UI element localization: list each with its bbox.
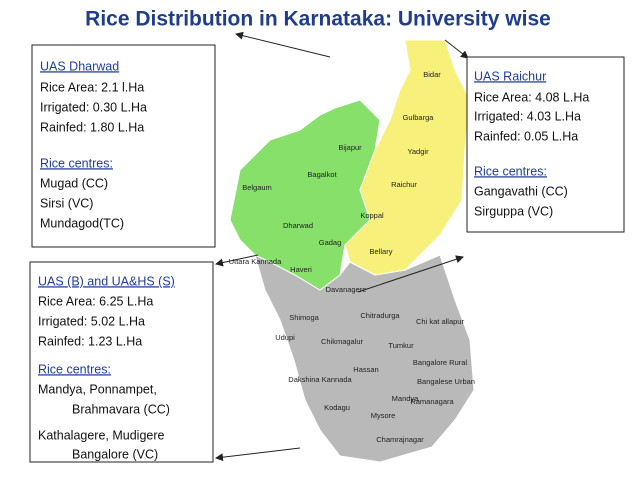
district-label: Bangalese Urban <box>417 377 475 386</box>
arrows <box>215 31 469 462</box>
district-label: Haveri <box>290 265 312 274</box>
box <box>29 261 214 463</box>
box-line: Rainfed: 1.23 L.Ha <box>38 334 142 348</box>
centre: Mugad (CC) <box>40 176 108 190</box>
centres-heading: Rice centres: <box>38 362 111 376</box>
centres-heading: Rice centres: <box>40 156 113 170</box>
box-raichur: UAS Raichur Rice Area: 4.08 L.Ha Irrigat… <box>466 56 625 233</box>
district-label: Gadag <box>319 238 342 247</box>
district-label: Tumkur <box>388 341 414 350</box>
centre: Sirsi (VC) <box>40 196 93 210</box>
district-label: Davanagere <box>326 285 367 294</box>
district-label: Chitradurga <box>360 311 400 320</box>
box-dharwad: UAS Dharwad Rice Area: 2.1 l.Ha Irrigate… <box>31 44 216 248</box>
district-label: Kodagu <box>324 403 350 412</box>
title: Rice Distribution in Karnataka: Universi… <box>85 8 551 31</box>
centres-heading: Rice centres: <box>474 164 547 178</box>
district-label: Chamrajnagar <box>376 435 424 444</box>
district-label: Bangalore Rural <box>413 358 468 367</box>
centre: Gangavathi (CC) <box>474 184 568 198</box>
district-label: Shimoga <box>289 313 319 322</box>
district-label: Bidar <box>423 70 441 79</box>
centre: Kathalagere, Mudigere <box>38 428 165 442</box>
box-heading: UAS Raichur <box>474 69 546 83</box>
district-label: Chi kat allapur <box>416 317 464 326</box>
centre: Mundagod(TC) <box>40 216 124 230</box>
district-label: Uttara Kannada <box>229 257 282 266</box>
district-label: Gulbarga <box>403 113 435 122</box>
district-label: Mandya <box>392 394 420 403</box>
map: Bidar Gulbarga Yadgir Bijapur Bagalkot Raichu… <box>229 39 475 463</box>
district-label: Dakshina Kannada <box>288 375 352 384</box>
box-line: Rainfed: 0.05 L.Ha <box>474 129 578 143</box>
district-label: Koppal <box>360 211 384 220</box>
box-line: Irrigated: 0.30 L.Ha <box>40 100 147 114</box>
box-line: Rice Area: 2.1 l.Ha <box>40 80 144 94</box>
district-label: Chikmagalur <box>321 337 364 346</box>
district-label: Bellary <box>370 247 393 256</box>
centre: Mandya, Ponnampet, <box>38 382 157 396</box>
arrow <box>444 39 469 59</box>
centre: Bangalore (VC) <box>72 447 158 461</box>
box-line: Rice Area: 4.08 L.Ha <box>474 90 589 104</box>
box-bangalore: UAS (B) and UA&HS (S) Rice Area: 6.25 L.… <box>29 261 214 463</box>
arrow <box>357 255 464 293</box>
box-line: Rice Area: 6.25 L.Ha <box>38 294 153 308</box>
district-label: Mysore <box>371 411 396 420</box>
district-label: Belgaum <box>242 183 272 192</box>
district-label: Yadgir <box>407 147 429 156</box>
box-line: Rainfed: 1.80 L.Ha <box>40 120 144 134</box>
district-label: Hassan <box>353 365 378 374</box>
district-label: Bagalkot <box>307 170 337 179</box>
district-label: Udupi <box>275 333 295 342</box>
centre: Brahmavara (CC) <box>72 402 170 416</box>
box-line: Irrigated: 4.03 L.Ha <box>474 109 581 123</box>
district-label: Ramanagara <box>410 397 454 406</box>
box <box>31 44 216 248</box>
arrow <box>215 254 259 267</box>
box-line: Irrigated: 5.02 L.Ha <box>38 314 145 328</box>
box-heading: UAS Dharwad <box>40 59 119 73</box>
district-label: Bijapur <box>338 143 362 152</box>
district-label: Dharwad <box>283 221 313 230</box>
centre: Sirguppa (VC) <box>474 204 553 218</box>
district-label: Raichur <box>391 180 417 189</box>
arrow <box>215 447 301 462</box>
box <box>466 56 625 233</box>
arrow <box>235 31 331 58</box>
box-heading: UAS (B) and UA&HS (S) <box>38 274 175 288</box>
